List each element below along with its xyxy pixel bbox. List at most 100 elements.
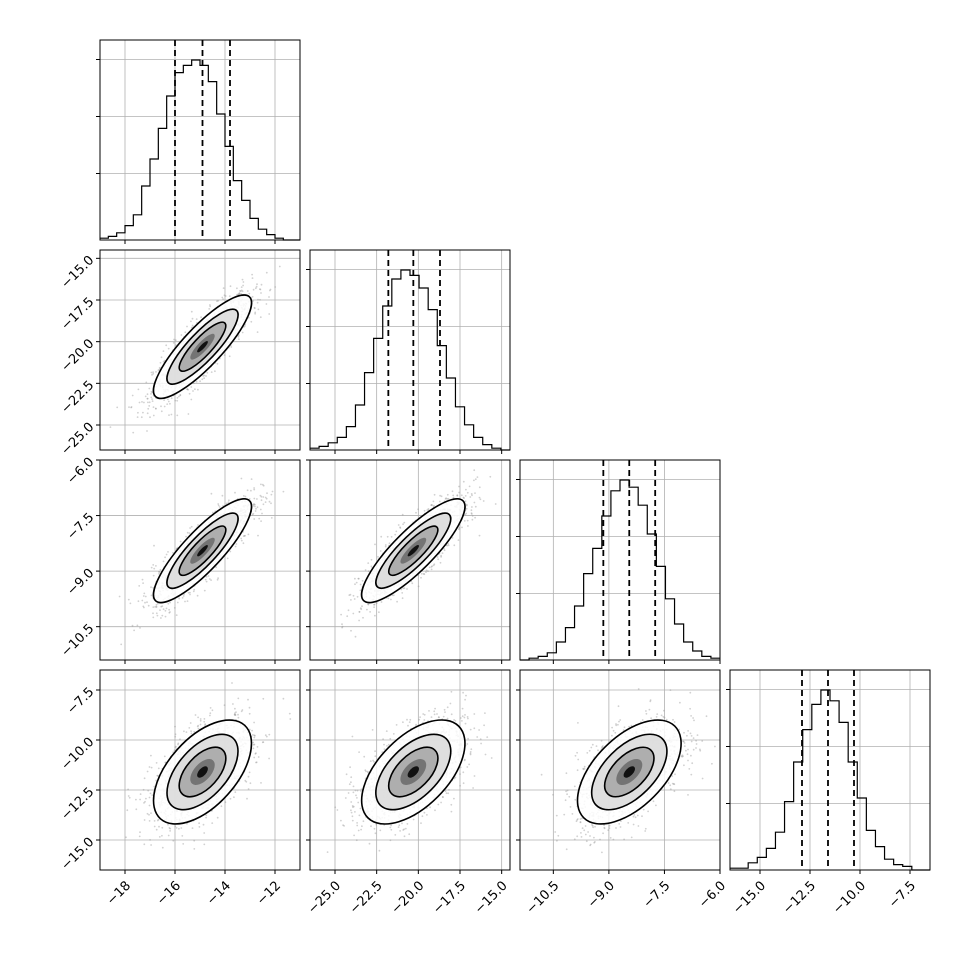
sample-point: [137, 388, 140, 391]
sample-point: [346, 615, 349, 618]
sample-point: [184, 331, 187, 334]
sample-point: [259, 508, 262, 511]
sample-point: [158, 570, 160, 573]
histogram-step: [100, 59, 300, 241]
sample-point: [430, 568, 433, 571]
sample-point: [266, 492, 268, 495]
sample-point: [261, 483, 264, 486]
sample-point: [248, 292, 251, 295]
sample-point: [441, 552, 444, 554]
sample-point: [182, 843, 185, 845]
sample-point: [361, 579, 364, 582]
sample-point: [374, 614, 376, 617]
sample-point: [471, 518, 474, 521]
sample-point: [271, 490, 274, 493]
sample-point: [479, 498, 482, 501]
sample-point: [257, 534, 259, 537]
sample-point: [270, 502, 272, 505]
sample-point: [193, 848, 196, 850]
sample-point: [403, 587, 406, 590]
sample-point: [377, 556, 379, 558]
sample-point: [190, 386, 193, 388]
sample-point: [476, 476, 479, 478]
sample-point: [197, 524, 199, 526]
sample-point: [220, 805, 223, 808]
sample-point: [268, 500, 271, 503]
sample-point: [167, 602, 170, 605]
sample-point: [229, 550, 232, 553]
sample-point: [203, 843, 206, 846]
sample-point: [151, 374, 153, 376]
sample-point: [241, 709, 244, 711]
sample-point: [401, 513, 404, 516]
sample-point: [176, 414, 179, 417]
sample-point: [191, 324, 194, 327]
sample-point: [205, 575, 208, 578]
sample-point: [135, 808, 138, 811]
sample-point: [242, 284, 245, 287]
sample-point: [146, 412, 149, 415]
sample-point: [147, 401, 149, 404]
sample-point: [189, 593, 191, 596]
sample-point: [169, 402, 171, 405]
sample-point: [282, 490, 285, 493]
sample-point: [432, 564, 435, 567]
sample-point: [224, 801, 227, 804]
sample-point: [453, 544, 456, 547]
sample-point: [186, 531, 189, 534]
sample-point: [461, 526, 463, 529]
sample-point: [188, 532, 191, 534]
sample-point: [264, 501, 267, 503]
sample-point: [206, 371, 209, 374]
sample-point: [159, 609, 161, 611]
sample-point: [210, 579, 213, 581]
sample-point: [270, 517, 273, 519]
sample-point: [136, 624, 139, 627]
sample-point: [188, 392, 191, 395]
sample-point: [209, 712, 212, 715]
sample-point: [218, 506, 221, 508]
sample-point: [447, 544, 450, 547]
sample-point: [465, 507, 468, 510]
sample-point: [415, 511, 417, 514]
sample-point: [270, 493, 273, 496]
sample-point: [474, 516, 476, 519]
sample-point: [131, 624, 134, 627]
sample-point: [254, 287, 257, 290]
sample-point: [240, 539, 243, 542]
sample-point: [146, 397, 149, 400]
sample-point: [168, 414, 170, 416]
sample-point: [139, 793, 142, 795]
sample-point: [186, 388, 188, 391]
sample-point: [190, 732, 193, 735]
sample-point: [430, 566, 433, 568]
y-tick-label: −25.0: [59, 420, 98, 459]
sample-point: [478, 496, 481, 499]
sample-point: [128, 796, 131, 799]
sample-point: [364, 569, 367, 571]
sample-point: [238, 338, 240, 341]
sample-point: [191, 317, 194, 320]
sample-point: [167, 398, 169, 401]
sample-point: [192, 590, 195, 593]
sample-point: [369, 611, 371, 613]
sample-point: [174, 725, 176, 728]
sample-point: [155, 605, 158, 608]
sample-point: [109, 426, 112, 428]
sample-point: [260, 520, 262, 522]
sample-point: [259, 298, 261, 301]
sample-point: [473, 479, 475, 482]
sample-point: [378, 611, 380, 614]
sample-point: [228, 499, 230, 502]
sample-point: [174, 825, 177, 828]
sample-point: [269, 289, 271, 292]
scatter-panel: [96, 669, 301, 874]
sample-point: [139, 831, 141, 834]
sample-point: [190, 326, 193, 329]
sample-point: [253, 503, 256, 506]
sample-point: [341, 623, 343, 626]
sample-point: [154, 407, 157, 410]
sample-point: [417, 585, 420, 588]
sample-point: [128, 406, 130, 408]
sample-point: [162, 360, 165, 363]
